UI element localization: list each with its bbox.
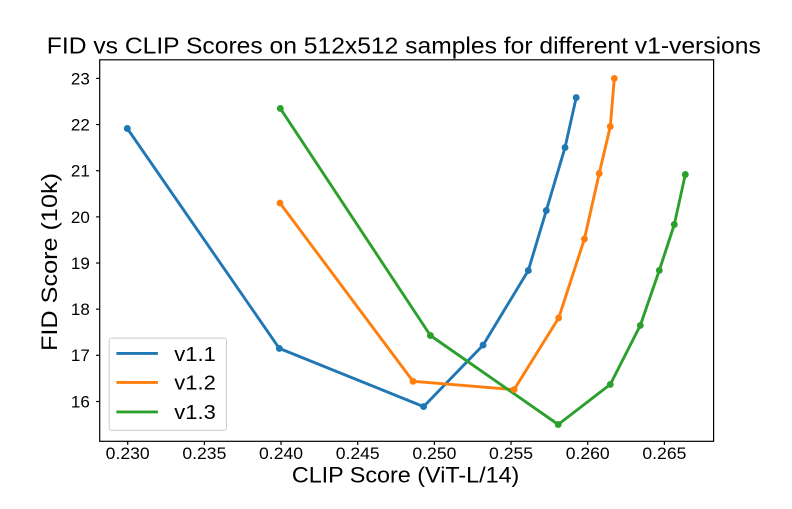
svg-text:CLIP Score (ViT-L/14): CLIP Score (ViT-L/14) (292, 462, 520, 487)
svg-text:18: 18 (71, 300, 90, 319)
svg-text:16: 16 (71, 392, 90, 411)
svg-text:0.235: 0.235 (182, 444, 226, 463)
svg-text:v1.2: v1.2 (174, 372, 216, 394)
svg-text:FID vs CLIP Scores on 512x512: FID vs CLIP Scores on 512x512 samples fo… (47, 33, 761, 59)
svg-text:20: 20 (71, 208, 90, 227)
svg-text:0.250: 0.250 (412, 444, 456, 463)
svg-text:v1.3: v1.3 (174, 402, 216, 424)
svg-text:17: 17 (71, 346, 90, 365)
svg-text:0.240: 0.240 (259, 444, 303, 463)
svg-text:0.245: 0.245 (336, 444, 380, 463)
svg-text:0.255: 0.255 (489, 444, 533, 463)
svg-text:FID Score (10k): FID Score (10k) (37, 173, 62, 351)
svg-text:21: 21 (71, 162, 90, 181)
svg-text:v1.1: v1.1 (174, 344, 216, 366)
svg-text:0.265: 0.265 (642, 444, 686, 463)
svg-text:19: 19 (71, 254, 90, 273)
svg-text:0.230: 0.230 (106, 444, 150, 463)
svg-text:23: 23 (71, 69, 90, 88)
svg-text:0.260: 0.260 (566, 444, 610, 463)
svg-text:22: 22 (71, 115, 90, 134)
